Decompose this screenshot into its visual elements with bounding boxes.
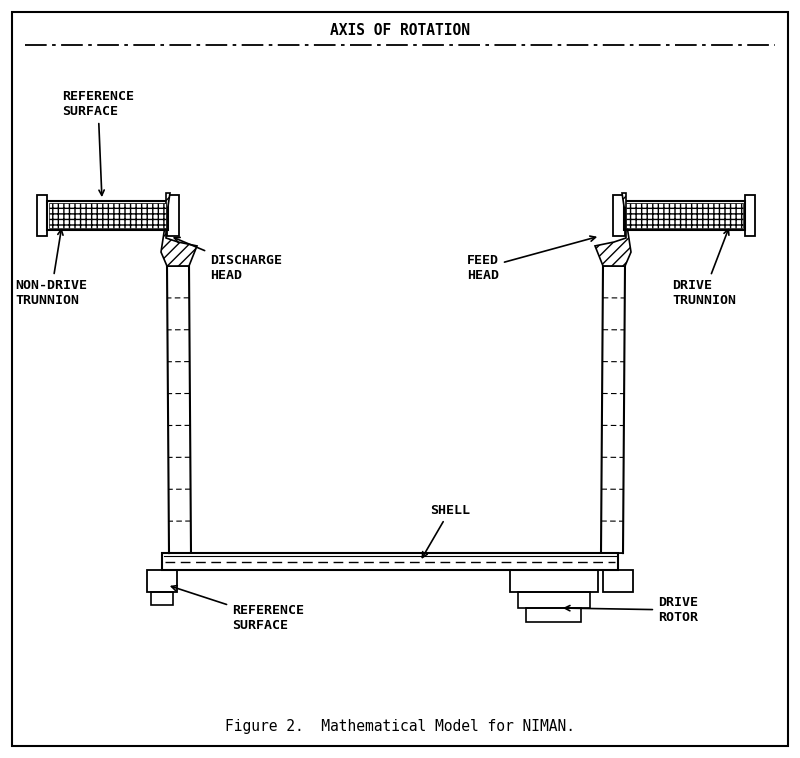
Polygon shape [595,193,631,266]
Bar [745,195,755,236]
Polygon shape [161,193,197,266]
Text: FEED
HEAD: FEED HEAD [467,236,595,282]
Bar [626,203,743,228]
Bar [49,203,166,228]
Text: DISCHARGE
HEAD: DISCHARGE HEAD [174,237,282,282]
Bar [47,201,168,230]
Bar [603,570,633,592]
Text: Figure 2.  Mathematical Model for NIMAN.: Figure 2. Mathematical Model for NIMAN. [225,719,575,734]
Text: REFERENCE
SURFACE: REFERENCE SURFACE [62,90,134,196]
Bar [147,570,177,592]
Bar [518,592,590,608]
Text: AXIS OF ROTATION: AXIS OF ROTATION [330,23,470,38]
Bar [167,195,179,236]
Bar [613,195,625,236]
Text: DRIVE
TRUNNION: DRIVE TRUNNION [672,230,736,307]
Text: DRIVE
ROTOR: DRIVE ROTOR [565,596,698,624]
Text: SHELL: SHELL [422,503,470,557]
Bar [526,608,581,622]
Text: NON-DRIVE
TRUNNION: NON-DRIVE TRUNNION [15,230,87,307]
Bar [624,201,745,230]
Bar [510,570,598,592]
Bar [151,592,173,605]
Bar [37,195,47,236]
Bar [162,553,618,570]
Text: REFERENCE
SURFACE: REFERENCE SURFACE [171,586,304,632]
